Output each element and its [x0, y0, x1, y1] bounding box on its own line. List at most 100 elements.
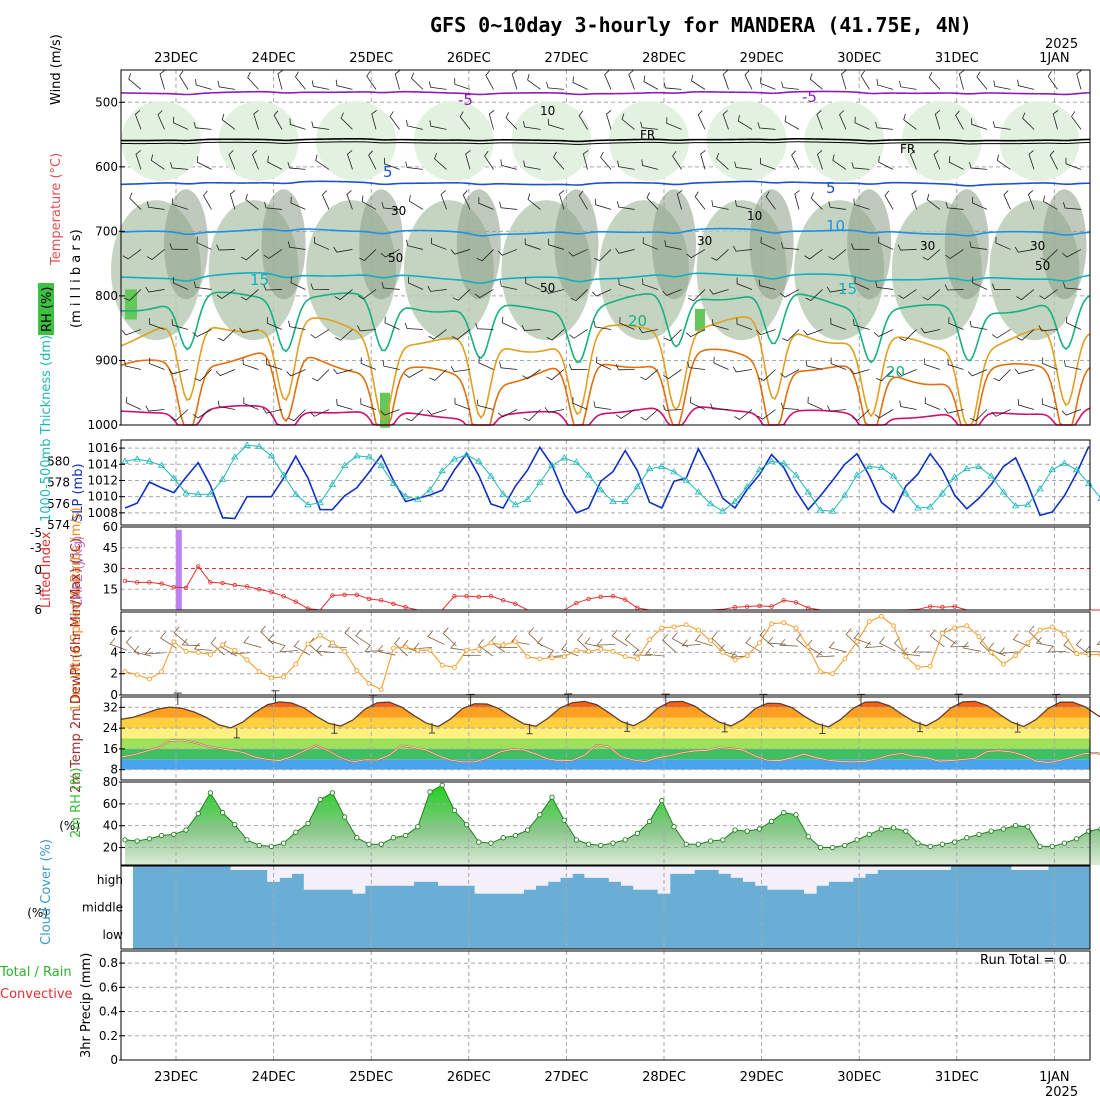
wind10m-speed-point: [268, 675, 274, 681]
max-temp-whisker: [1052, 693, 1061, 707]
wind10m-barb: [711, 632, 726, 652]
thickness-tick-label: 576: [47, 497, 70, 511]
wind-barb: [121, 329, 142, 336]
temp2m-axis-label: 2m Temp 2m DewPt (6hr Min/Max) (°C): [69, 538, 84, 793]
rh2m-point: [463, 821, 470, 828]
wind10m-speed-point: [390, 645, 396, 651]
wind-barb: [488, 110, 495, 130]
wind-barb: [664, 240, 682, 250]
axis-tick-label: 8: [110, 763, 118, 777]
wind-barb: [263, 284, 283, 291]
wind-barb: [1014, 368, 1035, 375]
rh-shade-upper: [804, 101, 885, 181]
wind-barb: [546, 329, 565, 341]
wind-barb: [780, 369, 800, 378]
high-cloud-gap: [779, 866, 793, 890]
wind-barb: [605, 110, 612, 130]
wind10m-barb: [901, 647, 921, 657]
wind10m-speed-point: [915, 664, 921, 670]
rh-shade-upper: [706, 101, 787, 181]
rh2m-point: [573, 837, 580, 843]
wind-barb: [217, 80, 236, 90]
wind-barb: [122, 249, 142, 260]
lifted-index-point: [171, 584, 176, 590]
rh-contour-label: 50: [1035, 259, 1050, 273]
thickness-point: [1036, 485, 1044, 492]
high-cloud-gap: [340, 866, 354, 890]
wind-barb: [450, 249, 471, 255]
wind-barb: [1042, 357, 1058, 370]
panel-frame: [120, 69, 1091, 426]
wind-barb: [450, 366, 471, 373]
wind10m-barb: [315, 644, 335, 654]
wind-barb: [408, 276, 424, 290]
lifted-index-point: [244, 584, 250, 589]
wind-barb: [854, 116, 870, 130]
max-temp-whisker: [466, 693, 475, 707]
wind-barb: [899, 80, 917, 90]
wind10m-speed-point: [1037, 627, 1043, 633]
wind10m-speed-point: [866, 619, 872, 625]
wind10m-barb: [745, 636, 762, 653]
wind10m-speed-point: [927, 663, 933, 669]
wind10m-barb: [1084, 645, 1100, 653]
wind-barb: [807, 396, 823, 410]
slp-axis-label: SLP (mb): [71, 463, 86, 522]
wind-barb: [459, 111, 471, 130]
wind-barb: [406, 119, 424, 130]
wind-barb: [991, 329, 1011, 339]
high-cloud-gap: [560, 866, 573, 878]
thickness-point: [316, 498, 324, 506]
thickness-point: [194, 490, 202, 497]
thickness-point: [950, 473, 959, 480]
wind-barb: [794, 190, 800, 210]
wind-barb: [240, 289, 259, 301]
wind-barb: [502, 316, 518, 330]
axis-tick-label: 1000: [87, 418, 118, 432]
thickness-point: [682, 476, 690, 483]
high-cloud-gap: [804, 866, 817, 894]
thickness-point: [292, 490, 300, 497]
wind-barb: [410, 72, 424, 90]
wind-barb: [242, 358, 259, 370]
wind-barb: [903, 113, 917, 130]
wind10m-speed-point: [830, 671, 836, 677]
wind-barb: [229, 190, 236, 210]
wind-barb: [245, 193, 259, 210]
wind-barb: [440, 190, 447, 210]
rh2m-point: [390, 835, 397, 841]
cape-tick-label: 30: [103, 562, 118, 576]
wind-barb: [347, 150, 353, 170]
wind-barb: [221, 113, 236, 130]
wind-barb: [700, 150, 706, 170]
high-cloud-gap: [865, 866, 878, 874]
wind-barb: [694, 191, 706, 210]
bottom-date-label: 23DEC: [154, 1070, 198, 1085]
isotherm-label: 20: [886, 363, 905, 381]
wind-barb: [780, 402, 800, 410]
wind-barb: [841, 70, 847, 90]
thickness-point: [145, 457, 154, 464]
isotherm-line-5: [120, 180, 1091, 187]
wind-barb: [170, 409, 189, 421]
wind10m-barb: [645, 647, 664, 657]
isotherm-line-FR: [120, 138, 1091, 143]
thickness-point: [731, 497, 739, 505]
rh2m-point: [207, 790, 214, 796]
thickness-point: [755, 465, 764, 473]
wind10m-barb: [561, 643, 579, 657]
wind10m-speed-point: [732, 657, 738, 663]
axis-tick-label: 60: [103, 797, 118, 811]
axis-tick-label: 0.2: [99, 1029, 118, 1043]
dewpoint-line-inner: [120, 739, 1100, 764]
wind-barb: [646, 192, 659, 210]
wind10m-barb: [767, 636, 786, 645]
axis-tick-label: 40: [103, 819, 118, 833]
wind-barb: [874, 409, 894, 419]
wind10m-speed-point: [817, 669, 823, 675]
thickness-point: [828, 507, 837, 514]
high-cloud-gap: [828, 866, 842, 882]
wind-barb: [860, 70, 870, 90]
wind10m-barb: [929, 629, 945, 648]
high-cloud-gap: [1035, 866, 1049, 870]
